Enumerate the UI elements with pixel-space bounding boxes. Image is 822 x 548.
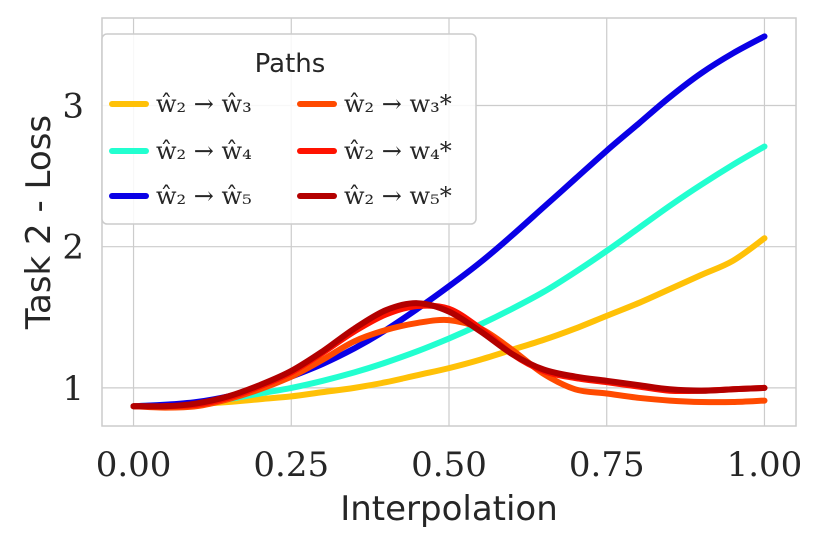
y-tick-labels: 1 2 3	[62, 87, 84, 409]
x-axis-label: Interpolation	[340, 489, 558, 529]
x-tick-label: 1.00	[727, 445, 803, 485]
y-tick-label: 2	[62, 228, 84, 268]
legend-entry-label: ŵ₂ → w₅*	[344, 182, 452, 210]
legend-title: Paths	[255, 49, 326, 79]
legend-entries: ŵ₂ → ŵ₃ ŵ₂ → ŵ₄ ŵ₂ → ŵ₅ ŵ₂ → w₃* ŵ₂ → w₄* ŵ₂ …	[109, 90, 452, 210]
x-tick-label: 0.50	[411, 445, 487, 485]
series-line-0	[130, 235, 768, 410]
legend-entry-label: ŵ₂ → ŵ₅	[156, 182, 252, 210]
x-tick-label: 0.00	[96, 445, 172, 485]
x-tick-label: 0.25	[253, 445, 329, 485]
y-axis-label: Task 2 - Loss	[19, 115, 59, 330]
y-tick-label: 3	[62, 87, 84, 127]
y-tick-label: 1	[62, 369, 84, 409]
series-lines	[130, 33, 768, 411]
x-tick-label: 0.75	[569, 445, 645, 485]
legend-entry-label: ŵ₂ → w₃*	[344, 90, 452, 118]
legend-box	[101, 33, 477, 225]
series-line-5	[130, 300, 768, 410]
legend-entry-label: ŵ₂ → ŵ₄	[156, 137, 252, 165]
legend-entry-label: ŵ₂ → ŵ₃	[156, 90, 252, 118]
legend-entry-label: ŵ₂ → w₄*	[344, 137, 452, 165]
x-tick-labels: 0.00 0.25 0.50 0.75 1.00	[96, 445, 803, 485]
plot-frame	[101, 17, 797, 427]
